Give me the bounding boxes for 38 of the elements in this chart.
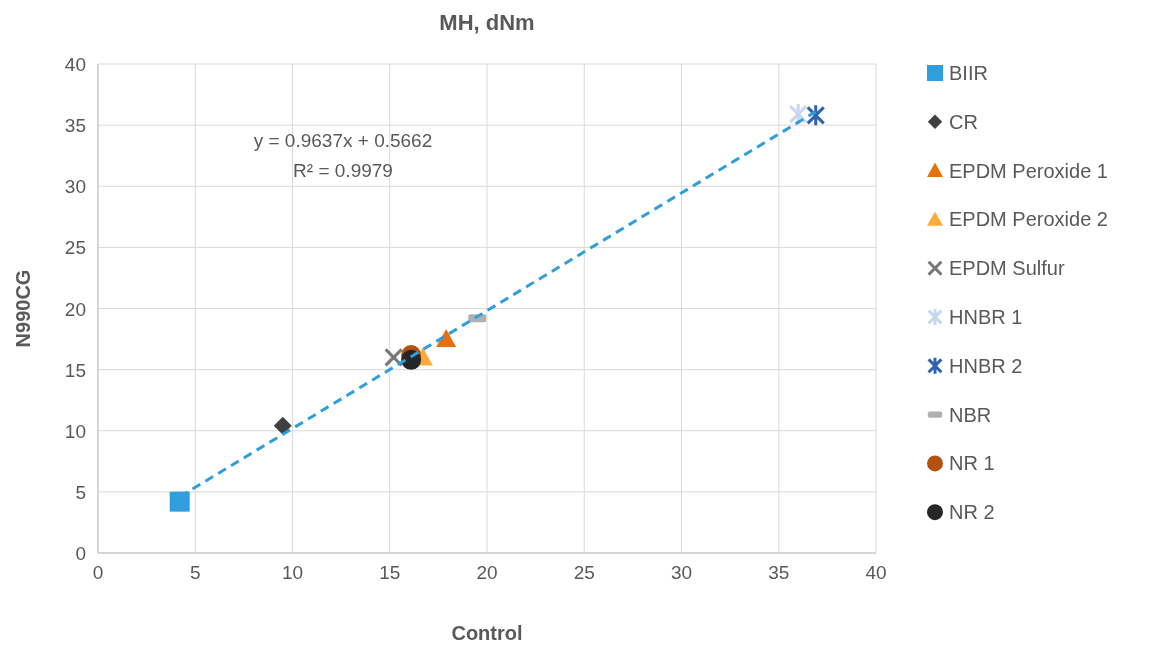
annotation: y = 0.9637x + 0.5662 bbox=[253, 130, 433, 151]
y-tick-label: 5 bbox=[75, 481, 86, 503]
point bbox=[273, 416, 292, 435]
y-tick-label: 20 bbox=[64, 298, 86, 320]
legend-label: EPDM Sulfur bbox=[949, 257, 1065, 280]
annotation: R² = 0.9979 bbox=[293, 160, 393, 181]
y-tick-label: 40 bbox=[64, 54, 86, 75]
legend-label: NR 2 bbox=[949, 501, 995, 524]
y-tick-label: 0 bbox=[75, 543, 86, 564]
x-tick-label: 35 bbox=[768, 562, 790, 583]
y-tick-label: 25 bbox=[64, 237, 86, 259]
chart-title: MH, dNm bbox=[439, 10, 535, 35]
legend-label: HNBR 1 bbox=[949, 306, 1023, 328]
x-tick-label: 10 bbox=[281, 562, 304, 583]
point bbox=[384, 347, 404, 367]
x-axis-title: Control bbox=[451, 622, 523, 644]
x-tick-label: 15 bbox=[379, 562, 401, 583]
legend-label: NBR bbox=[949, 403, 992, 426]
x-tick-label: 30 bbox=[670, 562, 693, 583]
y-tick-label: 35 bbox=[64, 115, 86, 137]
x-tick-label: 20 bbox=[476, 562, 498, 583]
y-tick-label: 10 bbox=[64, 420, 86, 442]
x-tick-label: 25 bbox=[573, 562, 595, 583]
legend-label: NR 1 bbox=[949, 452, 995, 475]
legend-label: HNBR 2 bbox=[949, 354, 1023, 377]
x-tick-label: 40 bbox=[865, 562, 887, 583]
y-tick-label: 30 bbox=[64, 176, 86, 198]
x-tick-label: 5 bbox=[189, 562, 201, 583]
point bbox=[169, 491, 190, 512]
x-tick-label: 0 bbox=[92, 562, 104, 583]
legend-label: EPDM Peroxide 2 bbox=[949, 208, 1108, 231]
y-axis-title: N990CG bbox=[12, 269, 34, 348]
point bbox=[788, 102, 808, 126]
legend-label: EPDM Peroxide 1 bbox=[949, 159, 1108, 182]
y-tick-label: 15 bbox=[64, 359, 86, 381]
legend-label: CR bbox=[949, 110, 978, 133]
legend-label: BIIR bbox=[949, 62, 988, 84]
point bbox=[436, 329, 457, 348]
